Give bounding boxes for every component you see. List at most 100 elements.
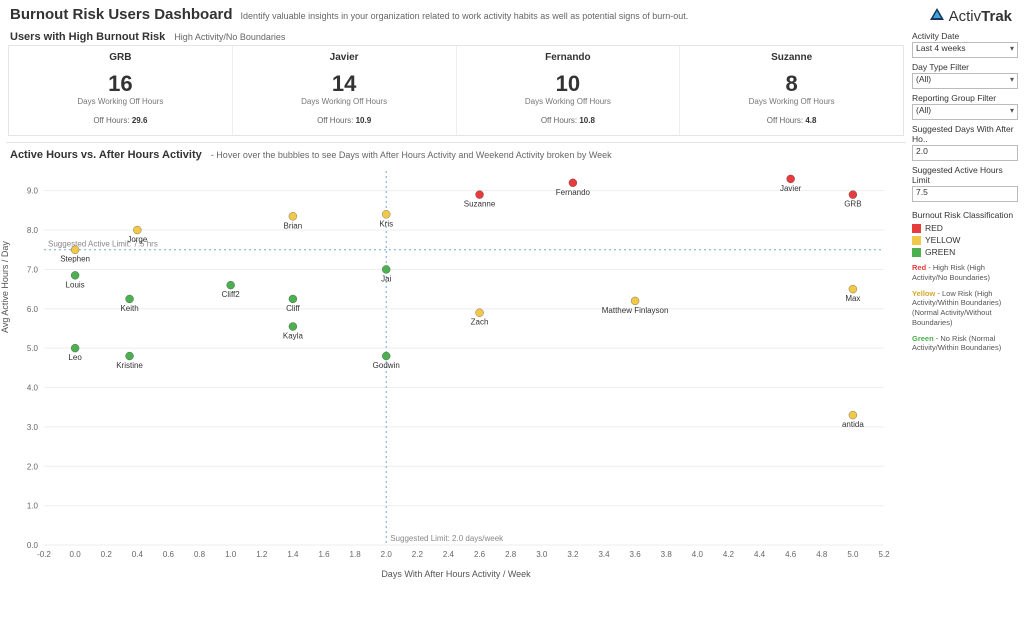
chart-point[interactable] <box>849 285 857 293</box>
svg-text:4.0: 4.0 <box>692 550 704 559</box>
svg-text:0.2: 0.2 <box>101 550 113 559</box>
card-user-name: GRB <box>13 52 228 63</box>
svg-text:9.0: 9.0 <box>27 187 39 196</box>
y-axis-label: Avg Active Hours / Day <box>0 241 10 333</box>
suggested-days-label: Suggested Days With After Ho.. <box>912 124 1018 144</box>
chart-point-label: Keith <box>120 304 138 313</box>
chart-point[interactable] <box>289 323 297 331</box>
svg-text:1.4: 1.4 <box>287 550 299 559</box>
svg-text:0.8: 0.8 <box>194 550 206 559</box>
legend-title: Burnout Risk Classification <box>912 210 1018 220</box>
day-type-value: (All) <box>916 74 931 84</box>
legend-label: YELLOW <box>925 235 960 245</box>
chart-point-label: Kristine <box>116 361 143 370</box>
chart-point[interactable] <box>476 191 484 199</box>
card-user-name: Fernando <box>461 52 676 63</box>
high-risk-card[interactable]: Fernando10Days Working Off HoursOff Hour… <box>457 46 681 135</box>
svg-text:3.6: 3.6 <box>630 550 642 559</box>
chart-subtitle: - Hover over the bubbles to see Days wit… <box>211 150 612 160</box>
logo-text-light: Activ <box>949 8 982 25</box>
legend-item[interactable]: GREEN <box>912 247 1018 257</box>
svg-text:2.6: 2.6 <box>474 550 486 559</box>
chart-point-label: Stephen <box>60 255 90 264</box>
card-user-name: Suzanne <box>684 52 899 63</box>
chart-point[interactable] <box>71 271 79 279</box>
scatter-chart[interactable]: Avg Active Hours / Day 0.01.02.03.04.05.… <box>10 167 902 579</box>
svg-text:3.8: 3.8 <box>661 550 673 559</box>
card-user-name: Javier <box>237 52 452 63</box>
chart-point[interactable] <box>476 309 484 317</box>
card-days-label: Days Working Off Hours <box>684 97 899 106</box>
svg-text:0.4: 0.4 <box>132 550 144 559</box>
suggested-hours-value: 7.5 <box>916 187 928 197</box>
chart-point-label: Javier <box>780 184 802 193</box>
suggested-days-input[interactable]: 2.0 <box>912 145 1018 161</box>
chart-point[interactable] <box>849 411 857 419</box>
chart-point[interactable] <box>289 295 297 303</box>
high-risk-title: Users with High Burnout Risk <box>10 31 165 43</box>
high-risk-section-title: Users with High Burnout Risk High Activi… <box>6 27 906 45</box>
day-type-select[interactable]: (All) <box>912 73 1018 89</box>
svg-text:1.0: 1.0 <box>27 502 39 511</box>
reporting-group-value: (All) <box>916 105 931 115</box>
svg-text:8.0: 8.0 <box>27 226 39 235</box>
chart-point-label: antida <box>842 420 864 429</box>
chart-point-label: GRB <box>844 200 861 209</box>
activity-date-select[interactable]: Last 4 weeks <box>912 42 1018 58</box>
legend-item[interactable]: RED <box>912 223 1018 233</box>
chart-point[interactable] <box>631 297 639 305</box>
high-risk-cards: GRB16Days Working Off HoursOff Hours: 29… <box>8 45 904 136</box>
chart-point[interactable] <box>382 352 390 360</box>
activity-date-value: Last 4 weeks <box>916 43 966 53</box>
chart-point[interactable] <box>126 352 134 360</box>
reporting-group-select[interactable]: (All) <box>912 104 1018 120</box>
svg-text:1.8: 1.8 <box>350 550 362 559</box>
day-type-label: Day Type Filter <box>912 62 1018 72</box>
chart-point[interactable] <box>227 281 235 289</box>
chart-point[interactable] <box>382 210 390 218</box>
legend-label: GREEN <box>925 247 955 257</box>
svg-text:1.0: 1.0 <box>225 550 237 559</box>
chart-point[interactable] <box>71 344 79 352</box>
svg-text:0.6: 0.6 <box>163 550 175 559</box>
chart-point[interactable] <box>289 212 297 220</box>
chart-point-label: Max <box>845 294 860 303</box>
card-offhours: Off Hours: 10.9 <box>237 116 452 125</box>
suggested-hours-label: Suggested Active Hours Limit <box>912 165 1018 185</box>
chart-point[interactable] <box>126 295 134 303</box>
svg-text:7.0: 7.0 <box>27 265 39 274</box>
high-risk-subtitle: High Activity/No Boundaries <box>174 32 285 42</box>
chart-point[interactable] <box>71 246 79 254</box>
brand-logo: ActivTrak <box>929 6 1012 26</box>
svg-text:5.2: 5.2 <box>878 550 890 559</box>
x-axis-label: Days With After Hours Activity / Week <box>10 569 902 579</box>
suggested-hours-input[interactable]: 7.5 <box>912 186 1018 202</box>
legend-label: RED <box>925 223 943 233</box>
card-days-value: 8 <box>684 73 899 95</box>
risk-desc-yellow: Yellow - Low Risk (High Activity/Within … <box>912 289 1018 328</box>
chart-point[interactable] <box>569 179 577 187</box>
card-days-label: Days Working Off Hours <box>237 97 452 106</box>
chart-point-label: Kris <box>379 219 393 228</box>
high-risk-card[interactable]: GRB16Days Working Off HoursOff Hours: 29… <box>9 46 233 135</box>
svg-text:5.0: 5.0 <box>27 344 39 353</box>
chart-section-title: Active Hours vs. After Hours Activity - … <box>6 145 906 163</box>
legend-item[interactable]: YELLOW <box>912 235 1018 245</box>
chart-point-label: Jorge <box>127 235 148 244</box>
chart-point[interactable] <box>382 265 390 273</box>
high-risk-card[interactable]: Suzanne8Days Working Off HoursOff Hours:… <box>680 46 903 135</box>
card-offhours: Off Hours: 29.6 <box>13 116 228 125</box>
reporting-group-label: Reporting Group Filter <box>912 93 1018 103</box>
svg-text:3.4: 3.4 <box>598 550 610 559</box>
chart-point[interactable] <box>787 175 795 183</box>
chart-point[interactable] <box>849 191 857 199</box>
svg-text:2.0: 2.0 <box>27 462 39 471</box>
activity-date-label: Activity Date <box>912 31 1018 41</box>
svg-text:3.0: 3.0 <box>27 423 39 432</box>
card-days-label: Days Working Off Hours <box>13 97 228 106</box>
chart-point-label: Leo <box>68 353 82 362</box>
svg-text:Suggested Limit: 2.0 days/week: Suggested Limit: 2.0 days/week <box>390 534 504 543</box>
chart-point[interactable] <box>133 226 141 234</box>
high-risk-card[interactable]: Javier14Days Working Off HoursOff Hours:… <box>233 46 457 135</box>
svg-text:6.0: 6.0 <box>27 305 39 314</box>
